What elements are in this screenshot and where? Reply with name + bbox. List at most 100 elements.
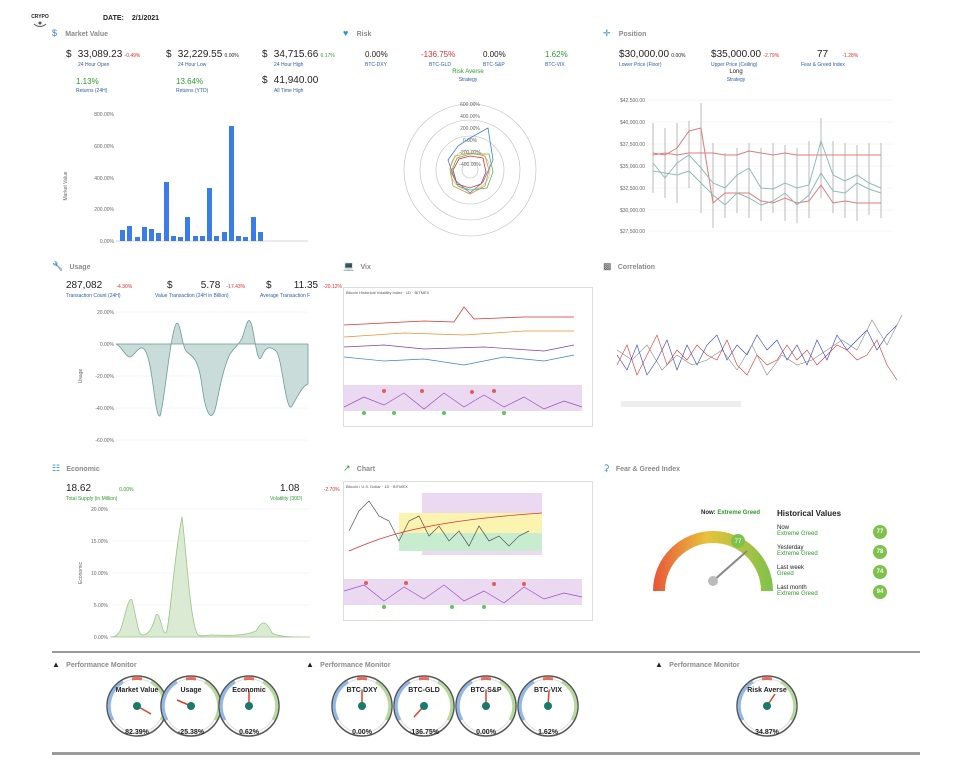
stat-ceiling: $35,000.00 -2.79% Upper Price (Ceiling) [711, 49, 801, 68]
gauge-value: 82.39% [125, 729, 150, 736]
position-panel: ✛ Position $30,000.00 0.00% Lower Price … [603, 28, 903, 248]
dollar-icon: $ [52, 28, 58, 38]
divider-top [52, 651, 920, 653]
panel-title: Position [618, 31, 647, 38]
strategy-label: Strategy [726, 77, 746, 83]
historical-title: Historical Values [777, 509, 842, 518]
stat-label: Returns (24H) [76, 88, 108, 94]
bar [156, 233, 161, 241]
panel-title: Economic [66, 466, 100, 473]
chart-caption: Bitcoin / U.S. Dollar · 1D · BITMEX [346, 484, 408, 489]
price-tradingview-widget[interactable]: Bitcoin / U.S. Dollar · 1D · BITMEX [343, 481, 593, 621]
y-tick: $30,000.00 [620, 208, 645, 214]
usage-panel: 🔧 Usage 287,082 -4.30% Transaction Count… [52, 261, 342, 451]
stat-returns-24h: 1.13% Returns (24H) [76, 77, 146, 94]
hierarchy-icon: ☷ [52, 463, 61, 473]
gauge-label: Economic [232, 687, 266, 694]
date-display: DATE: 2/1/2021 [103, 15, 159, 22]
risk-panel: ♥ Risk 0.00% BTC-DXY -136.75% BTC-GLD 0.… [343, 28, 583, 248]
gauge-value: 0.62% [239, 729, 260, 736]
vix-tradingview-widget[interactable]: Bitcoin Historical Volatility Index · 1D… [343, 287, 593, 427]
stat-24h-low: $ 32,229.55 0.00% 24 Hour Low [166, 49, 256, 68]
y-tick: $37,500.00 [620, 142, 645, 148]
y-tick: -20.00% [95, 374, 114, 380]
correlation-chart[interactable] [617, 305, 903, 415]
app-logo[interactable]: CRYPO [30, 14, 50, 30]
stat-change: 0.00% [119, 487, 134, 493]
fear-greed-gauge: 77 [653, 531, 773, 591]
stat-fear-greed: 77 -1.28% Fear & Greed Index [801, 49, 891, 68]
gauge-btc-vix: BTC-VIX 1.62% [516, 674, 580, 738]
recycle-icon: ▲ [306, 660, 314, 669]
gauge-label: BTC-VIX [534, 687, 562, 694]
history-value-badge: 74 [873, 565, 887, 579]
risk-radar-chart: 600.00% 400.00% 200.00% 0.00% -200.00% -… [403, 102, 537, 237]
stat-label: All Time High [274, 88, 304, 94]
gauge-label: Usage [180, 687, 201, 694]
y-tick: 0.00% [100, 342, 115, 348]
history-sentiment: Extreme Greed [777, 531, 818, 537]
wrench-icon: 🔧 [52, 261, 64, 271]
fg-now-label: Now: [701, 510, 716, 516]
fg-now: Now: Extreme Greed [701, 510, 760, 516]
usage-area-chart: Usage 20.00% 0.00% -20.00% -40.00% -60.0… [78, 310, 309, 444]
gauge-value: 0.00% [476, 729, 497, 736]
bar [127, 226, 132, 241]
radar-series-orange [449, 152, 490, 195]
panel-title: Chart [356, 466, 376, 473]
org-chart-icon: ⚳ [603, 463, 610, 473]
bar [207, 188, 212, 241]
history-row: Last week Greed 74 [777, 565, 887, 579]
gauge-btc-sp: BTC-S&P 0.00% [454, 674, 518, 738]
bar [200, 236, 205, 241]
bar-series [120, 126, 263, 241]
stat-floor: $30,000.00 0.00% Lower Price (Floor) [619, 49, 709, 68]
y-tick: 0.00% [100, 239, 115, 245]
stat-value: 33,089.23 [77, 49, 123, 60]
history-value-badge: 94 [873, 585, 887, 599]
historical-values: Historical Values Now Extreme Greed 77 Y… [777, 509, 887, 609]
monitor-icon: 💻 [343, 261, 355, 271]
stat-label: Returns (YTD) [176, 88, 209, 94]
series-ceiling [652, 127, 881, 204]
gauge-value: 1.62% [538, 729, 559, 736]
stat-value: 32,229.55 [177, 49, 223, 60]
stat-label: BTC-VIX [545, 62, 565, 68]
gauge-value: 0.00% [352, 729, 373, 736]
stat-label: 24 Hour High [274, 62, 304, 68]
gauge-btc-dxy: BTC-DXY 0.00% [330, 674, 394, 738]
market-value-panel: $ Market Value $ 33,089.23 -0.49% 24 Hou… [52, 28, 335, 248]
stat-24h-high: $ 34,715.66 6.17% 24 Hour High [262, 49, 352, 68]
stat-value: 13.64% [176, 77, 204, 86]
bar [251, 217, 256, 241]
stat-label: Lower Price (Floor) [619, 62, 662, 68]
stat-label: Volatility (30D) [270, 496, 303, 502]
stat-24h-open: $ 33,089.23 -0.49% 24 Hour Open [66, 49, 146, 68]
series-price [652, 139, 882, 190]
gauge-value: 34.87% [755, 729, 780, 736]
history-value-badge: 77 [873, 525, 887, 539]
stat-value: 34,715.66 [273, 49, 319, 60]
y-tick: $40,000.00 [620, 120, 645, 126]
radar-series-green [450, 153, 494, 191]
recycle-icon: ▲ [655, 660, 663, 669]
vix-panel: 💻 Vix Bitcoin Historical Volatility Inde… [343, 261, 598, 431]
stat-value: 1.62% [545, 50, 568, 59]
recycle-icon: ▲ [52, 660, 60, 669]
gauge-risk-averse: Risk Averse 34.87% [735, 674, 799, 738]
stat-value: 1.08 [280, 483, 300, 494]
bar [171, 236, 176, 241]
y-tick: 200.00% [94, 207, 114, 213]
radar-tick: 0.00% [463, 138, 478, 144]
gauge-label: BTC-GLD [408, 687, 440, 694]
y-tick: -40.00% [95, 406, 114, 412]
series-avg [652, 170, 882, 206]
stat-label: 24 Hour Low [178, 62, 207, 68]
stat-label: Average Transaction Fee [260, 293, 310, 299]
stat-change: 0.00% [224, 53, 239, 59]
gauge-btc-gld: BTC-GLD -136.75% [392, 674, 456, 738]
history-period: Now [777, 525, 790, 531]
y-tick: 600.00% [94, 144, 114, 150]
stat-tx-fee: $ 11.35 -20.12% Average Transaction Fee [260, 280, 342, 299]
economic-area [109, 516, 311, 638]
